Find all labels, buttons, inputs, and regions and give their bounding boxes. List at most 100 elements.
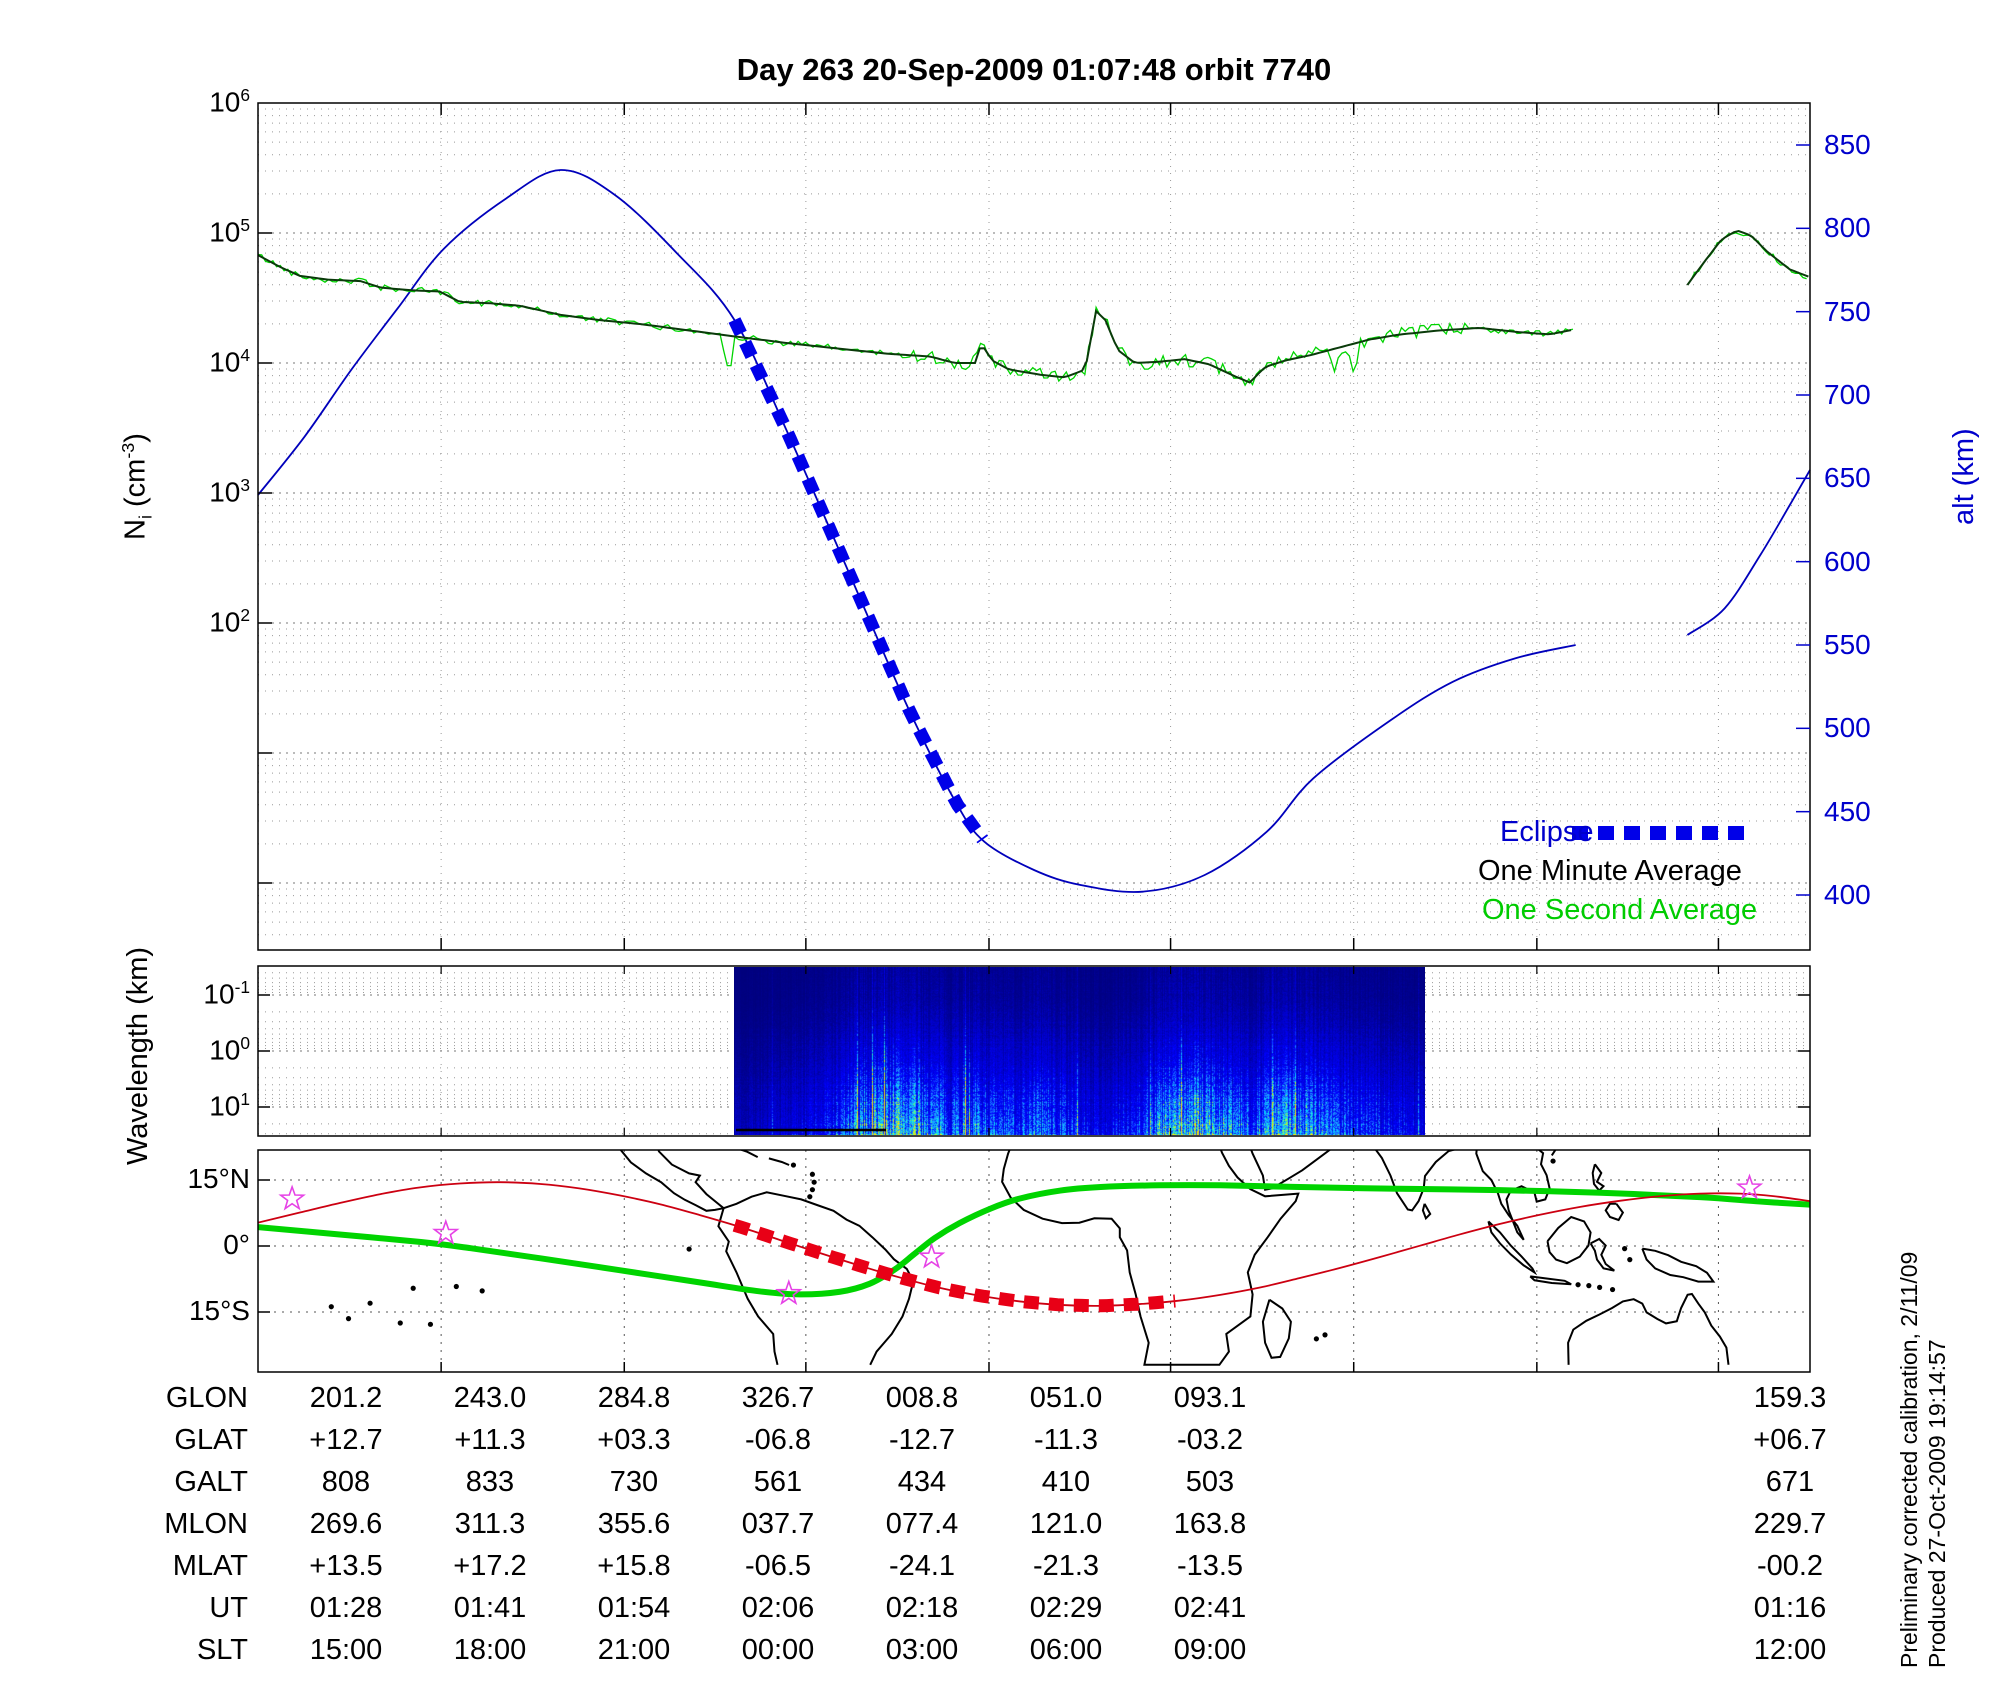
table-cell-MLON-4: 077.4 (885, 1508, 959, 1540)
island-dot (367, 1300, 373, 1306)
table-row-label-MLAT: MLAT (172, 1550, 248, 1582)
island-dot (410, 1285, 416, 1291)
event-star-marker (432, 1218, 460, 1245)
alt-tick-650: 650 (1824, 462, 1871, 494)
coastline (768, 1157, 790, 1166)
ni-tick-10e5: 105 (209, 215, 250, 248)
table-cell-GALT-4: 434 (897, 1466, 947, 1498)
coastline (1374, 1150, 1457, 1212)
table-cell-GLON-2: 284.8 (597, 1382, 671, 1414)
table-cell-MLON-7: 229.7 (1753, 1508, 1827, 1540)
ni-tick-10e4: 104 (209, 345, 250, 378)
ni-axis-label: Ni (cm-3) (118, 433, 156, 540)
table-cell-MLAT-6: -13.5 (1176, 1550, 1244, 1582)
island-dot (427, 1321, 434, 1327)
wavelength-tick-10e1: 101 (209, 1089, 250, 1122)
altitude-curve (257, 169, 1576, 893)
alt-tick-600: 600 (1824, 545, 1871, 577)
event-star-marker (1735, 1173, 1764, 1200)
island-dot (807, 1194, 813, 1200)
table-cell-GLAT-5: -11.3 (1034, 1424, 1098, 1456)
table-row-label-GLON: GLON (165, 1382, 248, 1414)
coastline (619, 1150, 724, 1212)
coastline (1589, 1237, 1615, 1272)
table-cell-GLAT-4: -12.7 (888, 1424, 956, 1456)
table-cell-GLAT-0: +12.7 (309, 1424, 383, 1456)
table-row-label-GALT: GALT (174, 1466, 248, 1498)
island-dot (686, 1246, 692, 1252)
table-row-label-UT: UT (209, 1592, 248, 1624)
coastline (717, 1207, 779, 1366)
table-cell-GALT-6: 503 (1185, 1466, 1235, 1498)
table-cell-UT-1: 01:41 (453, 1592, 527, 1624)
footer-note-line2: Produced 27-Oct-2009 19:14:57 (1924, 1339, 1950, 1668)
table-cell-GLON-5: 051.0 (1029, 1382, 1103, 1414)
ni-axis-label-base: N (119, 519, 152, 540)
island-dot (1586, 1283, 1592, 1289)
table-cell-MLON-5: 121.0 (1029, 1508, 1103, 1540)
map-lat-tick-0°: 0° (223, 1229, 250, 1260)
table-cell-MLAT-7: -00.2 (1756, 1550, 1824, 1582)
one-second-average-curve (1686, 232, 1807, 286)
map-content (258, 1150, 1810, 1372)
event-star-marker (278, 1184, 306, 1211)
one-minute-average-curve (257, 254, 1572, 384)
island-dot (1597, 1284, 1603, 1290)
table-cell-GLON-1: 243.0 (453, 1382, 527, 1414)
map-panel-frame (257, 1149, 1811, 1373)
island-dot (811, 1179, 817, 1185)
legend-one-second-label: One Second Average (1482, 894, 1758, 926)
table-cell-UT-7: 01:16 (1753, 1592, 1827, 1624)
table-cell-UT-5: 02:29 (1029, 1592, 1103, 1624)
alt-tick-750: 750 (1824, 295, 1871, 327)
table-cell-GLON-0: 201.2 (309, 1382, 383, 1414)
island-dot (809, 1187, 816, 1193)
table-cell-SLT-5: 06:00 (1029, 1634, 1103, 1666)
coastline (1591, 1163, 1606, 1193)
table-cell-GLAT-1: +11.3 (454, 1424, 526, 1456)
alt-tick-800: 800 (1824, 212, 1871, 244)
island-dot (1322, 1332, 1328, 1338)
table-cell-MLAT-3: -06.5 (744, 1550, 812, 1582)
island-dot (479, 1288, 485, 1294)
coastline (1001, 1150, 1300, 1366)
table-cell-GLAT-2: +03.3 (597, 1424, 671, 1456)
table-cell-UT-4: 02:18 (885, 1592, 959, 1624)
wavelength-spectrogram-image (734, 967, 1425, 1135)
event-star-marker (917, 1242, 946, 1269)
table-cell-UT-3: 02:06 (741, 1592, 815, 1624)
table-cell-MLAT-1: +17.2 (453, 1550, 527, 1582)
table-cell-UT-0: 01:28 (309, 1592, 383, 1624)
table-cell-GALT-2: 730 (609, 1466, 659, 1498)
table-cell-GLAT-3: -06.8 (744, 1424, 812, 1456)
island-dot (1550, 1158, 1556, 1164)
table-cell-GLON-4: 008.8 (885, 1382, 959, 1414)
event-star-marker (775, 1279, 803, 1306)
coastline (1487, 1220, 1538, 1276)
ni-axis-label-sub: i (135, 515, 156, 520)
ni-axis-label-mid: (cm (119, 458, 152, 516)
table-cell-SLT-2: 21:00 (597, 1634, 671, 1666)
coastline (1261, 1298, 1292, 1359)
alt-tick-850: 850 (1824, 129, 1871, 160)
table-cell-SLT-1: 18:00 (453, 1634, 527, 1666)
ni-tick-10e2: 102 (209, 605, 250, 638)
table-cell-SLT-6: 09:00 (1173, 1634, 1247, 1666)
table-cell-GLON-7: 159.3 (1753, 1382, 1827, 1414)
ni-tick-10e6: 106 (209, 85, 250, 118)
table-cell-GLON-3: 326.7 (741, 1382, 815, 1414)
coastline (1421, 1203, 1432, 1221)
map-lat-tick-15°N: 15°N (187, 1163, 250, 1194)
table-cell-UT-6: 02:41 (1173, 1592, 1247, 1624)
table-row-label-MLON: MLON (164, 1508, 248, 1540)
island-dot (345, 1316, 352, 1322)
island-dot (453, 1283, 459, 1290)
legend-one-minute-label: One Minute Average (1478, 855, 1742, 887)
alt-tick-700: 700 (1824, 379, 1871, 410)
table-cell-GALT-0: 808 (321, 1466, 371, 1498)
table-cell-GLAT-6: -03.2 (1176, 1424, 1244, 1456)
table-cell-GLAT-7: +06.7 (1753, 1424, 1827, 1456)
table-cell-MLON-2: 355.6 (597, 1508, 671, 1540)
